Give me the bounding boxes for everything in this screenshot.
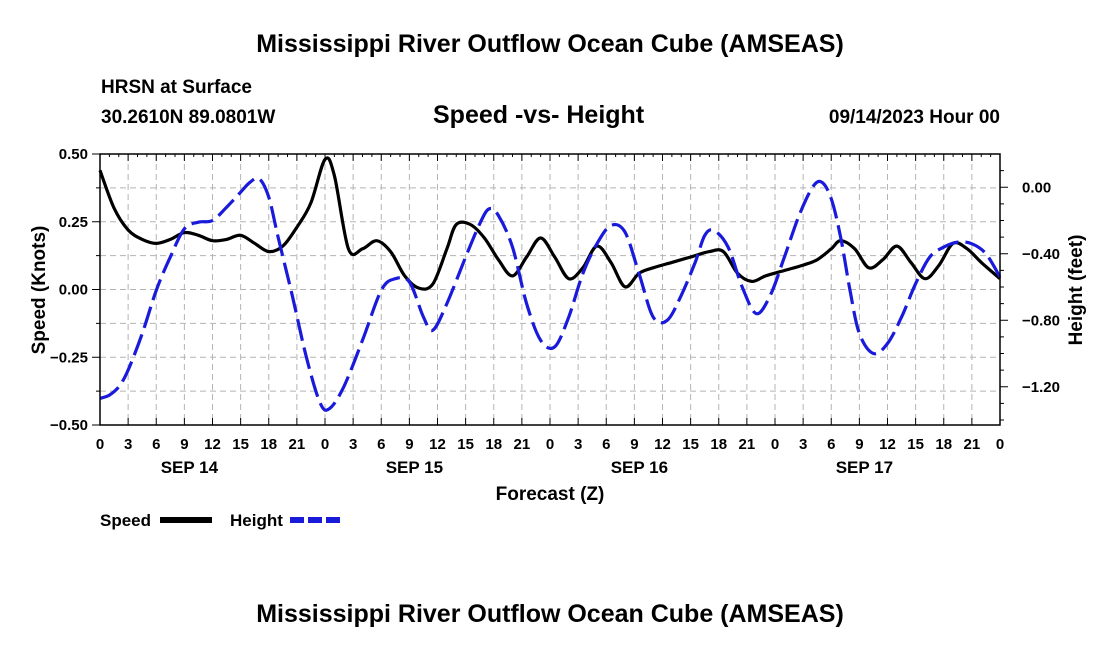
- y-axis-left-label: Speed (Knots): [29, 226, 50, 355]
- y-right-tick-label: −0.40: [1022, 246, 1060, 263]
- x-tick-label: 18: [485, 436, 502, 453]
- station-label: HRSN at Surface: [101, 77, 252, 98]
- x-tick-label: 21: [289, 436, 306, 453]
- y-axis-right-label: Height (feet): [1066, 235, 1087, 346]
- x-tick-label: 12: [204, 436, 221, 453]
- issue-time: 09/14/2023 Hour 00: [828, 107, 1000, 128]
- chart-grid: [100, 154, 1000, 425]
- x-tick-label: 9: [855, 436, 863, 453]
- x-tick-label: 6: [152, 436, 160, 453]
- day-label: SEP 14: [161, 458, 219, 477]
- x-tick-label: 15: [232, 436, 249, 453]
- x-tick-label: 3: [574, 436, 582, 453]
- x-tick-label: 0: [321, 436, 329, 453]
- y-right-tick-label: −1.20: [1022, 379, 1060, 396]
- day-label: SEP 15: [386, 458, 443, 477]
- x-tick-label: 6: [377, 436, 385, 453]
- x-tick-label: 12: [429, 436, 446, 453]
- y-left-tick-label: 0.25: [59, 214, 88, 231]
- x-tick-label: 12: [654, 436, 671, 453]
- x-tick-label: 21: [964, 436, 981, 453]
- x-tick-label: 0: [996, 436, 1004, 453]
- x-tick-label: 12: [879, 436, 896, 453]
- x-tick-label: 9: [180, 436, 188, 453]
- x-tick-label: 15: [457, 436, 474, 453]
- x-tick-label: 21: [739, 436, 756, 453]
- x-tick-label: 6: [602, 436, 610, 453]
- x-tick-label: 18: [710, 436, 727, 453]
- x-tick-label: 3: [799, 436, 807, 453]
- x-tick-label: 3: [124, 436, 132, 453]
- x-axis-label: Forecast (Z): [496, 484, 605, 505]
- plot-frame: [99, 153, 1001, 426]
- x-tick-label: 18: [260, 436, 277, 453]
- x-tick-label: 6: [827, 436, 835, 453]
- chart-series: [98, 156, 1002, 412]
- page-title: Mississippi River Outflow Ocean Cube (AM…: [256, 30, 844, 58]
- legend-height-label: Height: [230, 511, 283, 530]
- x-tick-label: 9: [405, 436, 413, 453]
- series-line-speed: [98, 156, 1002, 291]
- x-tick-label: 15: [682, 436, 699, 453]
- x-tick-label: 21: [514, 436, 531, 453]
- day-label: SEP 16: [611, 458, 668, 477]
- y-left-tick-label: 0.00: [59, 282, 88, 299]
- x-tick-label: 0: [96, 436, 104, 453]
- y-right-tick-label: −0.80: [1022, 312, 1060, 329]
- y-left-tick-label: −0.25: [50, 349, 88, 366]
- x-tick-label: 0: [546, 436, 554, 453]
- chart-title: Speed -vs- Height: [433, 101, 645, 129]
- x-tick-label: 0: [771, 436, 779, 453]
- footer-title: Mississippi River Outflow Ocean Cube (AM…: [256, 600, 844, 628]
- day-label: SEP 17: [836, 458, 893, 477]
- x-tick-label: 9: [630, 436, 638, 453]
- x-tick-label: 15: [907, 436, 924, 453]
- series-line-height: [99, 176, 1002, 412]
- y-right-tick-label: 0.00: [1022, 179, 1051, 196]
- legend: Speed Height: [100, 511, 342, 530]
- x-tick-label: 18: [935, 436, 952, 453]
- y-left-tick-label: 0.50: [59, 146, 88, 163]
- axis-labels: 0 3 6 9 12 15 18 21 0 3 6 9 12 15 18 21 0 3 6 9 12 15 18 21 0 3 6 9…: [50, 146, 1060, 477]
- legend-speed-label: Speed: [100, 511, 151, 530]
- location-coordinates: 30.2610N 89.0801W: [101, 107, 276, 128]
- speed-height-chart: 0 3 6 9 12 15 18 21 0 3 6 9 12 15 18 21 0 3 6 9 12 15 18 21 0 3 6 9…: [29, 146, 1087, 530]
- x-tick-label: 3: [349, 436, 357, 453]
- y-left-tick-label: −0.50: [50, 417, 88, 434]
